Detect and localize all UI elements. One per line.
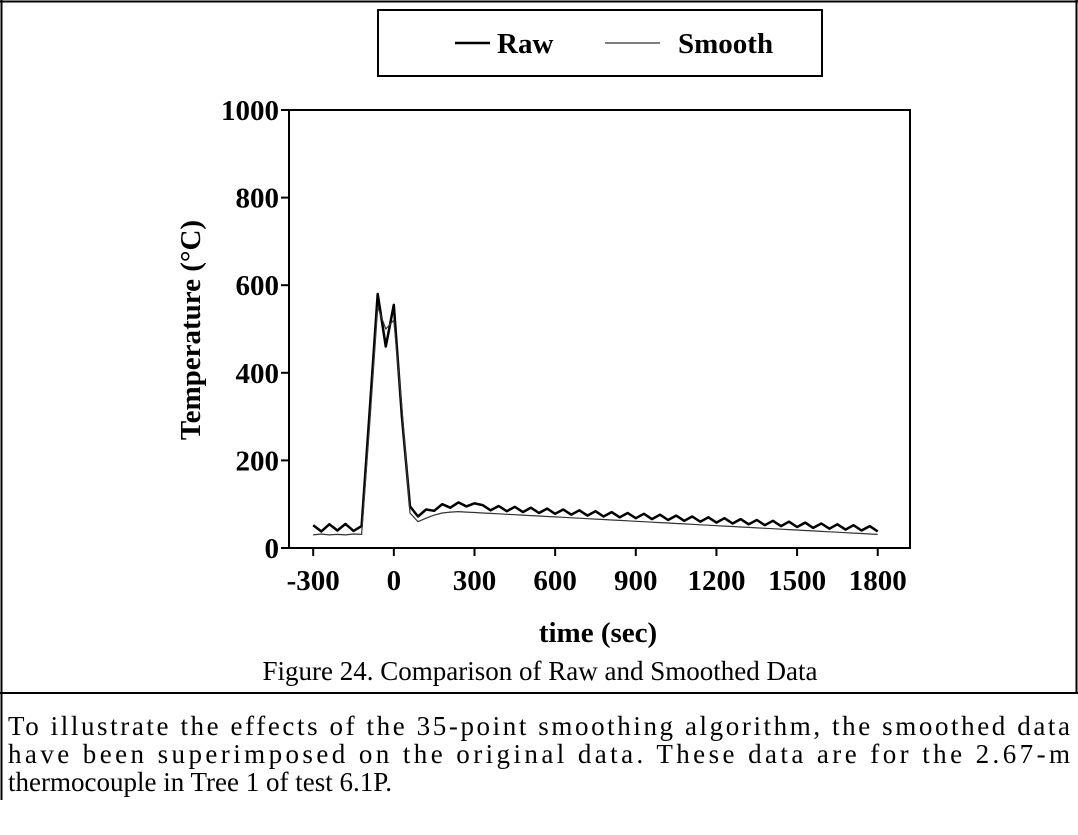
y-tick-label: 400 [236, 358, 280, 390]
x-tick-label: 1200 [687, 565, 745, 597]
legend-box [377, 9, 823, 77]
body-text: have been superimposed on the original d… [8, 739, 1070, 769]
plot-frame [288, 109, 911, 549]
x-tick-label: 300 [453, 565, 497, 597]
y-tick-label: 0 [265, 533, 280, 565]
x-tick-label: 1500 [768, 565, 826, 597]
y-tick-label: 200 [236, 445, 280, 477]
y-tick-label: 600 [236, 270, 280, 302]
x-tick-label: -300 [287, 565, 340, 597]
body-text: To illustrate the effects of the 35-poin… [8, 711, 1070, 741]
series-line [313, 306, 878, 536]
legend-label: Smooth [678, 28, 773, 60]
x-tick-label: 1800 [849, 565, 907, 597]
body-text: thermocouple in Tree 1 of test 6.1P. [8, 767, 392, 797]
y-tick-label: 800 [236, 183, 280, 215]
x-tick-label: 0 [387, 565, 402, 597]
x-tick-label: 900 [614, 565, 658, 597]
y-tick-label: 1000 [221, 95, 279, 127]
legend-label: Raw [497, 28, 553, 60]
y-axis-label: Temperature (°C) [175, 220, 207, 440]
caption: Figure 24. Comparison of Raw and Smoothe… [263, 656, 818, 686]
series-line [312, 292, 879, 533]
x-tick-label: 600 [533, 565, 577, 597]
x-axis-label: time (sec) [539, 617, 657, 649]
